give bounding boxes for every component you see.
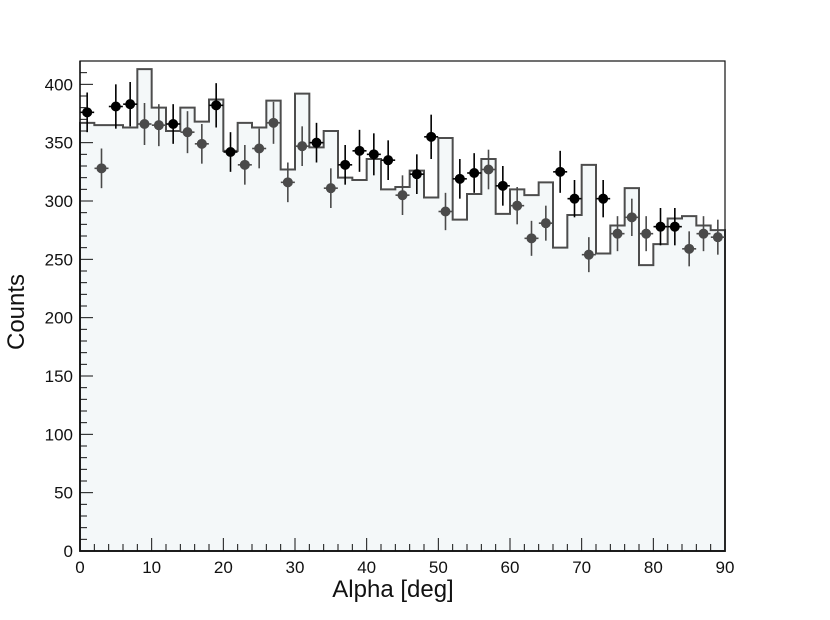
y-axis-title: Counts xyxy=(3,274,30,350)
x-axis-title: Alpha [deg] xyxy=(332,576,453,603)
data-point xyxy=(569,193,580,204)
data-point xyxy=(641,228,652,239)
data-point xyxy=(96,163,107,174)
data-point xyxy=(368,149,379,160)
data-point xyxy=(311,137,322,148)
data-point xyxy=(282,177,293,188)
x-tick-label: 40 xyxy=(357,558,376,577)
data-point xyxy=(598,193,609,204)
data-point xyxy=(411,169,422,180)
y-axis: 0 50 100 150 200 250 300 350 400 xyxy=(45,60,93,561)
data-point xyxy=(340,159,351,170)
x-tick-label: 70 xyxy=(572,558,591,577)
data-point xyxy=(555,166,566,177)
y-tick-label: 300 xyxy=(45,192,73,211)
data-point xyxy=(483,164,494,175)
data-point xyxy=(239,159,250,170)
data-point xyxy=(268,117,279,128)
y-tick-label: 50 xyxy=(54,484,73,503)
data-point xyxy=(168,119,179,129)
data-point xyxy=(512,200,523,211)
data-point xyxy=(655,221,666,232)
data-series xyxy=(80,82,682,246)
y-tick-label: 350 xyxy=(45,134,73,153)
data-point xyxy=(383,155,394,166)
x-tick-label: 20 xyxy=(214,558,233,577)
plot-area xyxy=(79,60,726,552)
x-tick-label: 0 xyxy=(75,558,84,577)
x-tick-label: 10 xyxy=(142,558,161,577)
data-point xyxy=(626,212,637,223)
data-point xyxy=(712,232,723,243)
data-point xyxy=(110,101,121,112)
data-point xyxy=(698,228,709,239)
data-point xyxy=(354,145,365,156)
x-tick-label: 90 xyxy=(716,558,735,577)
histogram xyxy=(79,68,726,552)
data-point xyxy=(82,107,93,118)
data-point xyxy=(440,206,451,217)
y-tick-label: 150 xyxy=(45,367,73,386)
y-tick-label: 100 xyxy=(45,425,73,444)
data-point xyxy=(397,190,408,201)
data-point xyxy=(211,100,222,111)
data-point xyxy=(540,218,551,229)
data-point xyxy=(225,147,236,157)
y-tick-label: 0 xyxy=(64,542,73,561)
data-point xyxy=(684,243,695,254)
y-tick-label: 400 xyxy=(45,75,73,94)
data-point xyxy=(139,119,150,129)
data-point xyxy=(325,183,336,194)
data-point xyxy=(454,173,465,184)
data-point xyxy=(153,120,164,131)
x-axis: 0 10 20 30 40 50 60 70 80 90 xyxy=(75,538,734,577)
data-series xyxy=(94,101,725,273)
data-point xyxy=(497,180,508,191)
data-point xyxy=(426,131,437,142)
x-tick-label: 50 xyxy=(429,558,448,577)
y-tick-label: 200 xyxy=(45,309,73,328)
x-tick-label: 30 xyxy=(286,558,305,577)
data-point xyxy=(196,138,207,149)
data-point xyxy=(297,141,308,152)
data-point xyxy=(182,127,193,138)
y-tick-label: 250 xyxy=(45,250,73,269)
x-tick-label: 80 xyxy=(644,558,663,577)
x-tick-label: 60 xyxy=(501,558,520,577)
data-point xyxy=(526,233,537,244)
data-point xyxy=(125,99,136,110)
data-point xyxy=(612,228,623,239)
data-point xyxy=(583,249,594,260)
data-point xyxy=(469,168,480,178)
data-point xyxy=(669,221,680,232)
data-point xyxy=(254,143,265,154)
